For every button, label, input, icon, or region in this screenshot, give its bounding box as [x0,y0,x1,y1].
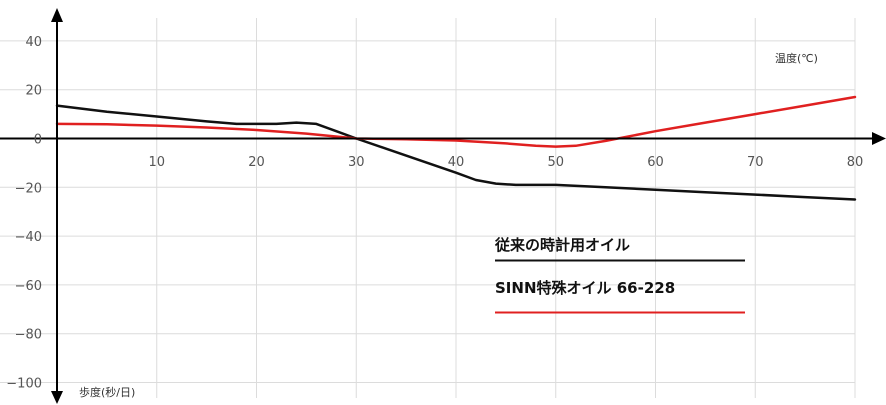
y-tick-label: −100 [6,377,42,392]
x-tick-label: 60 [647,155,664,170]
x-tick-label: 50 [547,155,564,170]
y-axis-arrow-up [51,8,63,22]
y-tick-label: −20 [15,181,42,196]
y-axis-arrow-down [51,391,63,404]
y-tick-label: 0 [34,133,42,148]
y-tick-label: −60 [15,279,42,294]
x-tick-label: 70 [747,155,764,170]
axes [0,8,886,404]
y-tick-label: −40 [15,230,42,245]
series-line-1 [55,95,857,148]
tick-labels: 40 20 0 −20 −40 −60 −80 −100 10 20 30 40 50 60 70 80 [6,35,863,392]
legend-label-conventional-oil: 従来の時計用オイル [494,236,630,254]
grid [0,18,856,398]
x-tick-label: 40 [448,155,465,170]
y-axis-label: 歩度(秒/日) [79,385,135,399]
x-tick-label: 30 [348,155,365,170]
x-tick-label: 10 [148,155,165,170]
x-axis-arrow [872,132,886,145]
y-tick-label: −80 [15,328,42,343]
legend: 従来の時計用オイル SINN特殊オイル 66-228 [494,236,745,314]
series-line-0 [55,104,857,201]
x-tick-label: 80 [847,155,864,170]
series-layer [55,95,857,201]
x-tick-label: 20 [248,155,265,170]
y-tick-label: 40 [25,35,42,50]
y-tick-label: 20 [25,84,42,99]
legend-label-sinn-oil: SINN特殊オイル 66-228 [495,279,675,297]
x-axis-label: 温度(℃) [775,51,818,65]
